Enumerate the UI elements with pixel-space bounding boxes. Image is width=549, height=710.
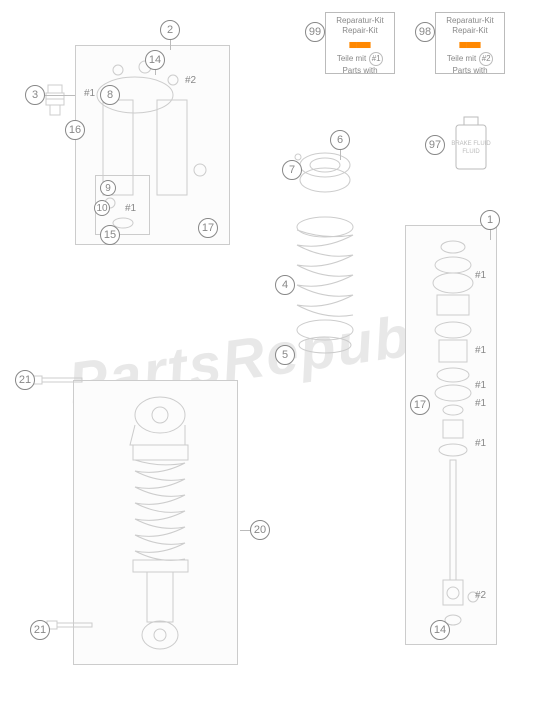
callout-16: 16: [65, 120, 85, 140]
bolt-drawing-bottom: [45, 615, 95, 640]
callout-number: 97: [425, 135, 445, 155]
brake-fluid-bottle: BRAKE FLUID FLUID: [450, 115, 492, 173]
repair-kit-sub1: Teile mit: [337, 54, 366, 64]
svg-text:BRAKE FLUID: BRAKE FLUID: [451, 141, 491, 147]
repair-kit-sub1: Teile mit: [447, 54, 476, 64]
hash-label: #1: [475, 270, 486, 281]
callout-number: 15: [100, 225, 120, 245]
callout-number: 2: [160, 20, 180, 40]
callout-15: 15: [100, 225, 120, 245]
callout-number: 1: [480, 210, 500, 230]
callout-17: 17: [198, 218, 218, 238]
hash-label: #1: [475, 398, 486, 409]
callout-14: 14: [430, 620, 450, 640]
callout-number: 7: [282, 160, 302, 180]
hash-label: #1: [84, 88, 95, 99]
callout-5: 5: [275, 345, 295, 365]
callout-9: 9: [100, 180, 116, 196]
callout-number: 17: [410, 395, 430, 415]
hash-label: #1: [475, 345, 486, 356]
callout-number: 9: [100, 180, 116, 196]
repair-kit-title1: Reparatur-Kit: [328, 16, 392, 26]
callout-number: 4: [275, 275, 295, 295]
brand-logo: ▄▄▄: [328, 37, 392, 49]
callout-number: 17: [198, 218, 218, 238]
callout-10: 10: [94, 200, 110, 216]
callout-1: 1: [480, 210, 500, 230]
callout-21: 21: [15, 370, 35, 390]
repair-kit-sub2: Parts with: [328, 66, 392, 76]
repair-kit-sub2: Parts with: [438, 66, 502, 76]
callout-number: 14: [145, 50, 165, 70]
callout-number: 99: [305, 22, 325, 42]
hash-label: #1: [475, 438, 486, 449]
hash-label: #1: [125, 203, 136, 214]
callout-97: 97: [425, 135, 445, 155]
hash-label: #1: [475, 380, 486, 391]
callout-3: 3: [25, 85, 45, 105]
callout-number: 10: [94, 200, 110, 216]
shock-absorber-drawing: [85, 390, 230, 660]
repair-kit-99: Reparatur-Kit Repair-Kit ▄▄▄ Teile mit #…: [325, 12, 395, 74]
callout-8: 8: [100, 85, 120, 105]
hash-label: #2: [475, 590, 486, 601]
repair-kit-hash: #1: [369, 52, 383, 66]
callout-number: 16: [65, 120, 85, 140]
callout-98: 98: [415, 22, 435, 42]
repair-kit-title2: Repair-Kit: [438, 26, 502, 36]
repair-kit-98: Reparatur-Kit Repair-Kit ▄▄▄ Teile mit #…: [435, 12, 505, 74]
repair-kit-title1: Reparatur-Kit: [438, 16, 502, 26]
brand-logo: ▄▄▄: [438, 37, 502, 49]
callout-number: 21: [15, 370, 35, 390]
callout-20: 20: [250, 520, 270, 540]
callout-number: 8: [100, 85, 120, 105]
svg-text:FLUID: FLUID: [462, 149, 480, 155]
callout-6: 6: [330, 130, 350, 150]
repair-kit-hash: #2: [479, 52, 493, 66]
callout-number: 21: [30, 620, 50, 640]
callout-number: 6: [330, 130, 350, 150]
bolt-drawing-top: [30, 370, 85, 395]
callout-number: 5: [275, 345, 295, 365]
spring-drawing: [290, 215, 360, 360]
callout-7: 7: [282, 160, 302, 180]
leader-line: [45, 95, 75, 96]
repair-kit-title2: Repair-Kit: [328, 26, 392, 36]
callout-2: 2: [160, 20, 180, 40]
callout-number: 98: [415, 22, 435, 42]
callout-14: 14: [145, 50, 165, 70]
callout-21: 21: [30, 620, 50, 640]
callout-number: 14: [430, 620, 450, 640]
hash-label: #2: [185, 75, 196, 86]
callout-99: 99: [305, 22, 325, 42]
callout-number: 20: [250, 520, 270, 540]
callout-4: 4: [275, 275, 295, 295]
callout-17: 17: [410, 395, 430, 415]
callout-number: 3: [25, 85, 45, 105]
